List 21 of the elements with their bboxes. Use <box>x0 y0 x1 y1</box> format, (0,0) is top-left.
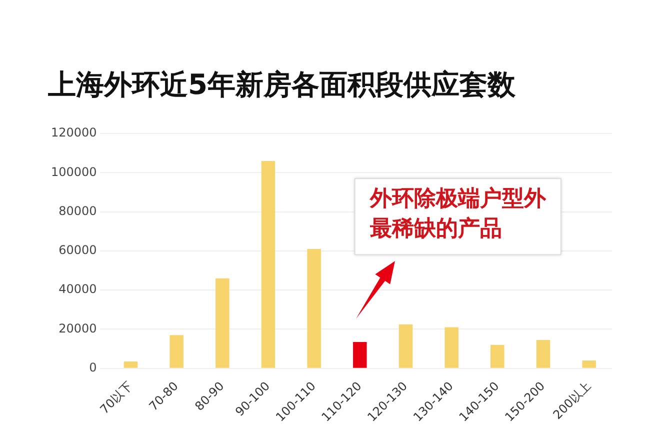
y-tick-label: 60000 <box>58 243 97 258</box>
bar <box>124 362 138 368</box>
bar <box>307 249 321 368</box>
y-tick-label: 80000 <box>58 204 97 218</box>
x-tick-label: 70以下 <box>97 378 136 417</box>
y-tick-label: 120000 <box>50 126 97 140</box>
chart-title: 上海外环近5年新房各面积段供应套数 <box>47 68 516 102</box>
bar <box>490 344 504 368</box>
bar <box>353 342 367 368</box>
y-tick-label: 40000 <box>58 282 97 296</box>
bar <box>261 160 276 368</box>
y-tick-label: 0 <box>89 360 97 374</box>
bar <box>536 340 550 368</box>
bar <box>444 327 458 368</box>
bar <box>582 360 596 368</box>
y-tick-label: 100000 <box>50 164 97 179</box>
bar <box>170 335 184 368</box>
bar <box>216 278 230 368</box>
bar <box>398 324 413 368</box>
y-tick-label: 20000 <box>58 321 97 336</box>
annotation: 外环除极端户型外最稀缺的产品 <box>368 185 547 242</box>
